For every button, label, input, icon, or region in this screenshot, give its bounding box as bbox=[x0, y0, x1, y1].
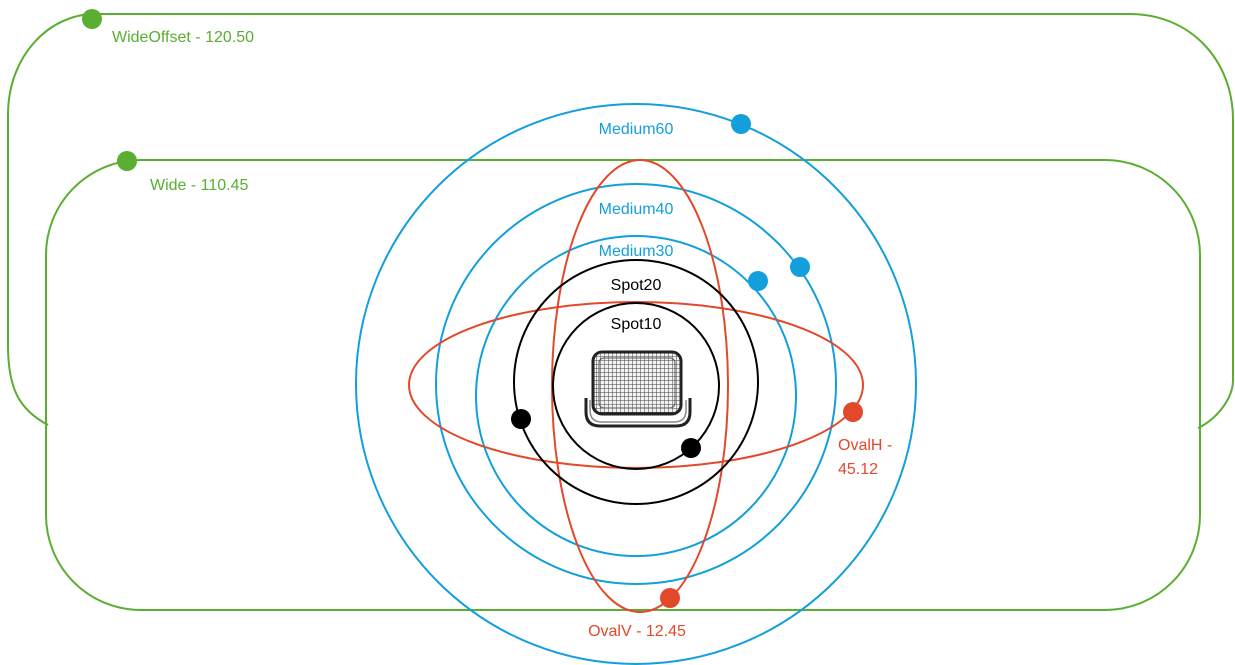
medium30-label: Medium30 bbox=[599, 243, 674, 260]
wide-offset-handle[interactable] bbox=[82, 9, 102, 29]
oval-v-handle[interactable] bbox=[660, 588, 680, 608]
wide-offset-label: WideOffset - 120.50 bbox=[112, 29, 254, 46]
spot20-label: Spot20 bbox=[611, 277, 662, 294]
beam-medium30: Medium30 bbox=[475, 235, 797, 557]
medium30-handle[interactable] bbox=[748, 271, 768, 291]
spot10-label: Spot10 bbox=[611, 316, 662, 333]
beam-medium40: Medium40 bbox=[435, 183, 837, 585]
medium40-outline bbox=[435, 183, 837, 585]
beam-wide-offset: WideOffset - 120.50 bbox=[7, 9, 1234, 429]
oval-h-label-line1: OvalH - bbox=[838, 437, 892, 454]
medium40-handle[interactable] bbox=[790, 257, 810, 277]
medium60-label: Medium60 bbox=[599, 121, 674, 138]
spot10-handle[interactable] bbox=[681, 438, 701, 458]
medium30-outline bbox=[475, 235, 797, 557]
oval-h-handle[interactable] bbox=[843, 402, 863, 422]
medium60-handle[interactable] bbox=[731, 114, 751, 134]
oval-v-label: OvalV - 12.45 bbox=[588, 623, 686, 640]
medium40-label: Medium40 bbox=[599, 201, 674, 218]
oval-h-label-line2: 45.12 bbox=[838, 461, 878, 478]
wide-label: Wide - 110.45 bbox=[150, 177, 249, 194]
wide-handle[interactable] bbox=[117, 151, 137, 171]
beam-spot10: Spot10 bbox=[552, 302, 720, 470]
spot10-outline bbox=[552, 302, 720, 470]
beam-medium60: Medium60 bbox=[355, 103, 917, 665]
spot20-outline bbox=[513, 259, 759, 505]
floodlight-fixture-icon[interactable] bbox=[584, 350, 692, 428]
spot20-handle[interactable] bbox=[511, 409, 531, 429]
fixture-housing bbox=[591, 350, 683, 416]
wide-outline bbox=[45, 159, 1201, 611]
beam-spot20: Spot20 bbox=[511, 259, 759, 505]
medium60-outline bbox=[355, 103, 917, 665]
beam-wide: Wide - 110.45 bbox=[45, 151, 1201, 611]
